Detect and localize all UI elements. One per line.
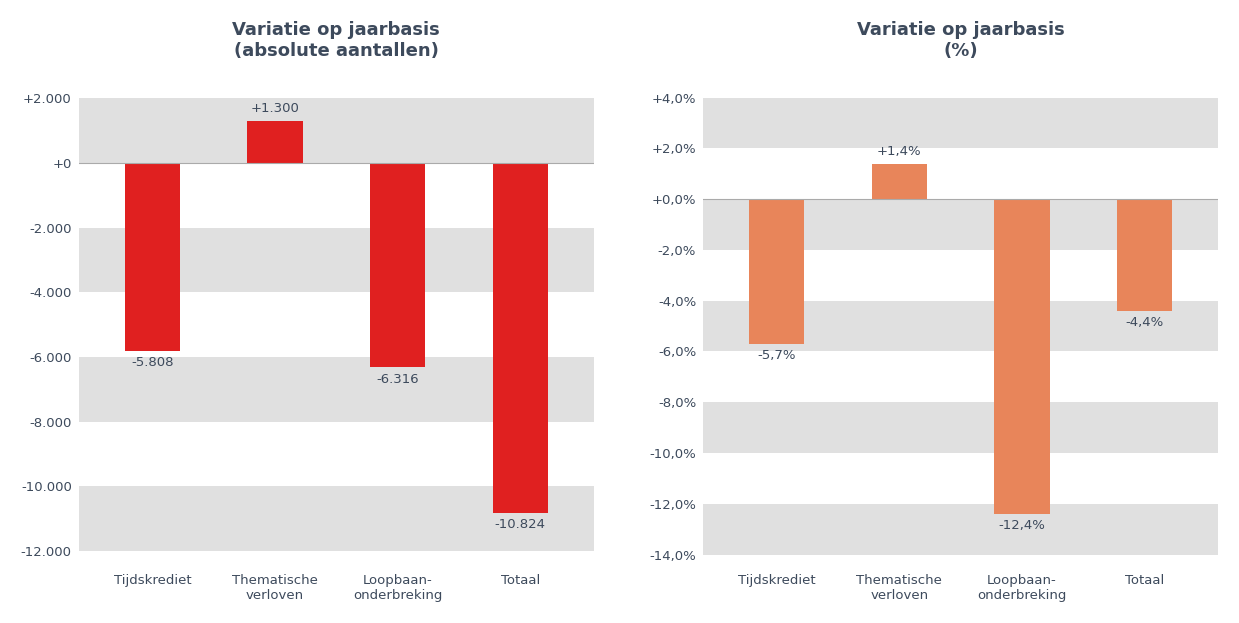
Bar: [704, 402, 1218, 453]
Bar: [704, 301, 1218, 351]
Bar: [872, 164, 927, 199]
Text: -5.808: -5.808: [131, 356, 173, 369]
Bar: [79, 227, 593, 292]
Bar: [704, 98, 1218, 148]
Bar: [704, 504, 1218, 554]
Bar: [493, 163, 548, 513]
Bar: [750, 199, 804, 344]
Title: Variatie op jaarbasis
(absolute aantallen): Variatie op jaarbasis (absolute aantalle…: [233, 21, 440, 60]
Text: -5,7%: -5,7%: [757, 350, 795, 363]
Bar: [1118, 199, 1172, 311]
Bar: [79, 98, 593, 163]
Text: +1.300: +1.300: [250, 102, 300, 115]
Bar: [995, 199, 1049, 514]
Bar: [370, 163, 425, 367]
Bar: [79, 357, 593, 422]
Bar: [79, 487, 593, 551]
Text: -4,4%: -4,4%: [1125, 316, 1163, 330]
Text: -6.316: -6.316: [377, 373, 419, 386]
Text: +1,4%: +1,4%: [877, 145, 922, 158]
Bar: [125, 163, 180, 351]
Bar: [704, 199, 1218, 250]
Text: -10.824: -10.824: [494, 518, 545, 531]
Title: Variatie op jaarbasis
(%): Variatie op jaarbasis (%): [857, 21, 1064, 60]
Text: -12,4%: -12,4%: [999, 520, 1046, 533]
Bar: [248, 121, 302, 163]
